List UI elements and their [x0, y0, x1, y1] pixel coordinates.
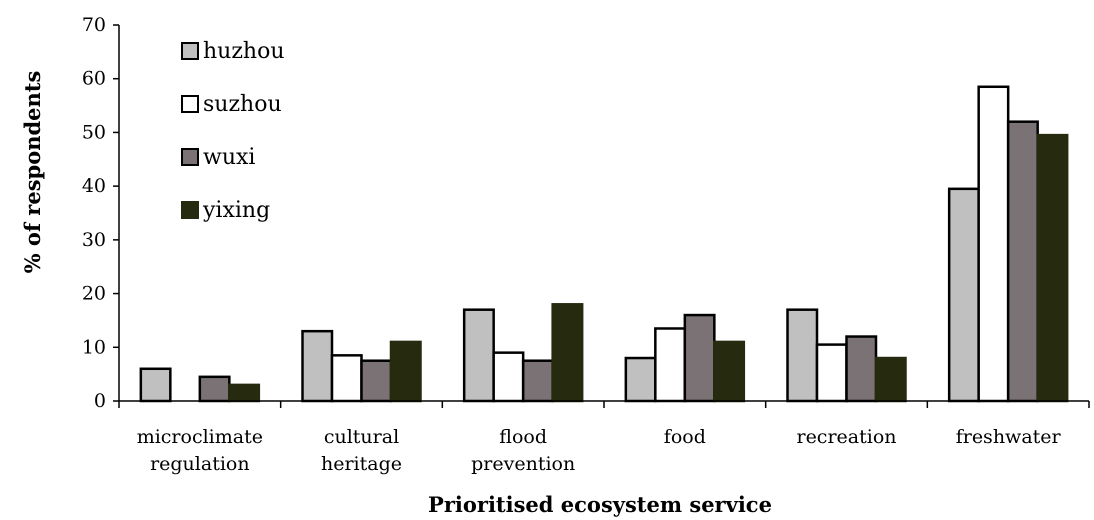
bar-wuxi-5 — [1008, 122, 1038, 401]
y-tick-label-60: 60 — [82, 68, 106, 90]
bar-suzhou-4 — [817, 345, 847, 401]
legend-label-wuxi: wuxi — [203, 145, 255, 170]
y-tick-label-50: 50 — [82, 121, 106, 143]
bar-suzhou-3 — [655, 328, 685, 401]
bars — [141, 87, 1067, 401]
x-tick-label-5-0: freshwater — [956, 426, 1062, 448]
bar-wuxi-3 — [685, 315, 715, 401]
bar-huzhou-4 — [788, 310, 818, 401]
bar-yixing-2 — [553, 304, 583, 401]
bar-yixing-3 — [714, 342, 744, 401]
x-tick-label-1-1: heritage — [321, 453, 402, 475]
bar-suzhou-2 — [494, 353, 523, 401]
legend-label-suzhou: suzhou — [203, 92, 282, 117]
bar-wuxi-4 — [847, 337, 877, 401]
y-tick-label-40: 40 — [82, 175, 106, 197]
y-axis-title: % of respondents — [20, 71, 45, 274]
axes: 0 10 20 30 40 50 60 70 microclimate regulation cul… — [82, 14, 1089, 475]
x-tick-label-1-0: cultural — [324, 426, 399, 448]
legend: huzhou suzhou wuxi yixing — [182, 39, 285, 223]
x-tick-label-2-1: prevention — [471, 453, 575, 475]
legend-swatch-yixing — [182, 202, 198, 218]
y-tick-label-30: 30 — [82, 229, 106, 251]
bar-wuxi-1 — [362, 361, 392, 401]
bar-huzhou-1 — [303, 331, 333, 401]
legend-swatch-huzhou — [182, 43, 198, 59]
legend-swatch-wuxi — [182, 149, 198, 165]
legend-swatch-suzhou — [182, 96, 198, 112]
bar-yixing-1 — [391, 342, 421, 401]
legend-label-huzhou: huzhou — [203, 39, 285, 64]
x-tick-label-0-0: microclimate — [137, 426, 263, 448]
bar-yixing-0 — [229, 385, 258, 401]
x-tick-label-0-1: regulation — [150, 453, 250, 475]
bar-huzhou-2 — [464, 310, 494, 401]
x-tick-label-4-0: recreation — [796, 426, 896, 448]
x-tick-label-2-0: flood — [499, 426, 547, 448]
bar-yixing-5 — [1038, 135, 1068, 401]
y-tick-label-20: 20 — [82, 283, 106, 305]
y-tick-label-0: 0 — [94, 390, 106, 412]
y-tick-label-10: 10 — [82, 336, 106, 358]
y-tick-label-70: 70 — [82, 14, 106, 36]
bar-wuxi-0 — [200, 377, 230, 401]
bar-yixing-4 — [876, 358, 906, 401]
bar-huzhou-3 — [626, 358, 656, 401]
bar-wuxi-2 — [523, 361, 553, 401]
bar-suzhou-1 — [332, 355, 362, 401]
bar-huzhou-0 — [141, 369, 171, 401]
legend-label-yixing: yixing — [202, 198, 270, 223]
bar-huzhou-5 — [949, 189, 979, 401]
x-axis-title: Prioritised ecosystem service — [428, 492, 772, 517]
bar-suzhou-5 — [979, 87, 1009, 401]
x-tick-label-3-0: food — [664, 426, 706, 448]
